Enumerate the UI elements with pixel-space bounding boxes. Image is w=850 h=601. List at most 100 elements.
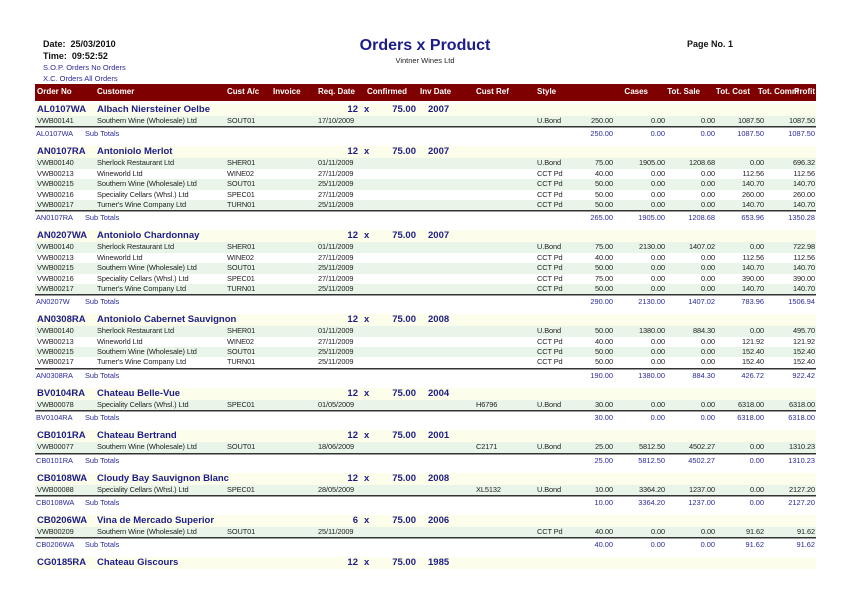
customer-account: SPEC01 bbox=[227, 189, 255, 199]
tot-sale: 1905.00 bbox=[638, 158, 665, 168]
order-no: VWB00216 bbox=[37, 189, 74, 199]
tot-cost: 0.00 bbox=[701, 399, 715, 409]
product-code: CG0185RA bbox=[37, 557, 87, 569]
order-line-row: VWB00213 Wineworld Ltd WINE02 27/11/2009 CCT… bbox=[35, 337, 816, 347]
customer-account: SPEC01 bbox=[227, 484, 255, 494]
subtotal-label: Sub Totals bbox=[85, 455, 120, 465]
profit: 112.56 bbox=[793, 252, 816, 262]
column-header-customer: Customer bbox=[97, 87, 135, 96]
order-no: VWB00209 bbox=[37, 527, 74, 537]
subtotal-tot-cost: 0.00 bbox=[700, 413, 715, 423]
subtotal-row: CB0206WA Sub Totals 40.00 0.00 0.00 91.62 91.6… bbox=[35, 537, 816, 550]
tot-comm: 112.56 bbox=[742, 168, 765, 178]
tot-comm: 152.40 bbox=[741, 357, 764, 367]
profit: 121.92 bbox=[792, 336, 815, 346]
product-name: Antoniolo Chardonnay bbox=[97, 230, 200, 242]
pack-x: x bbox=[364, 387, 370, 399]
tot-comm: 140.70 bbox=[741, 283, 764, 293]
customer-account: SOUT01 bbox=[227, 179, 256, 189]
order-line-row: VWB00213 Wineworld Ltd WINE02 27/11/2009 CCT… bbox=[35, 169, 816, 179]
subtotal-tot-sale: 0.00 bbox=[650, 413, 665, 423]
column-header-invoice: Invoice bbox=[273, 87, 301, 96]
profit: 2127.20 bbox=[788, 484, 815, 494]
req-date: 25/11/2009 bbox=[318, 527, 354, 537]
profit: 140.70 bbox=[792, 263, 815, 273]
style: U.Bond bbox=[537, 442, 562, 452]
vintage: 2006 bbox=[428, 515, 450, 527]
bottle-size: 75.00 bbox=[392, 557, 416, 569]
cases: 50.00 bbox=[595, 179, 613, 189]
product-group-header: AN0107RA Antoniolo Merlot 12 x 75.00 2007 bbox=[35, 146, 816, 159]
tot-comm: 390.00 bbox=[741, 273, 764, 283]
group-spacer bbox=[35, 423, 816, 430]
customer-account: SOUT01 bbox=[227, 527, 256, 537]
tot-sale: 0.00 bbox=[651, 336, 665, 346]
subtotal-cases: 265.00 bbox=[590, 213, 613, 223]
vintage: 2007 bbox=[428, 146, 450, 158]
group-spacer bbox=[35, 139, 816, 146]
company-name: Vintner Wines Ltd bbox=[395, 56, 455, 65]
customer-name: Southern Wine (Wholesale) Ltd bbox=[97, 442, 197, 452]
pack-qty: 12 bbox=[347, 314, 358, 326]
req-date: 27/11/2009 bbox=[318, 168, 354, 178]
style: CCT Pd bbox=[537, 336, 563, 346]
tot-cost: 0.00 bbox=[701, 116, 715, 125]
style: CCT Pd bbox=[537, 199, 563, 209]
customer-account: SOUT01 bbox=[227, 442, 256, 452]
product-group-header: AN0308RA Antoniolo Cabernet Sauvignon 12 x 7… bbox=[35, 314, 816, 327]
order-line-row: VWB00140 Sherlock Restaurant Ltd SHER01 01/… bbox=[35, 242, 816, 253]
customer-name: Wineworld Ltd bbox=[97, 168, 143, 178]
subtotal-code: BV0104RA bbox=[36, 413, 73, 423]
bottle-size: 75.00 bbox=[392, 104, 416, 115]
tot-sale: 0.00 bbox=[651, 168, 665, 178]
tot-cost: 0.00 bbox=[701, 357, 715, 367]
tot-sale: 0.00 bbox=[651, 263, 665, 273]
subtotal-code: AN0308RA bbox=[36, 370, 73, 380]
subtotal-tot-comm: 1087.50 bbox=[737, 129, 764, 139]
profit: 1310.23 bbox=[788, 442, 815, 452]
order-line-row: VWB00140 Sherlock Restaurant Ltd SHER01 01/… bbox=[35, 158, 816, 169]
order-no: VWB00213 bbox=[37, 336, 74, 346]
pack-x: x bbox=[364, 430, 370, 442]
subtotal-tot-sale: 3364.20 bbox=[638, 498, 665, 508]
style: U.Bond bbox=[537, 326, 562, 336]
order-line-row: VWB00217 Turner's Wine Company Ltd TURN01 2… bbox=[35, 357, 816, 367]
subtotal-tot-cost: 0.00 bbox=[700, 129, 715, 139]
cust-ref: C2171 bbox=[476, 442, 498, 452]
order-no: VWB00141 bbox=[37, 116, 74, 125]
req-date: 01/11/2009 bbox=[318, 326, 354, 336]
profit: 152.40 bbox=[792, 357, 815, 367]
order-line-row: VWB00140 Sherlock Restaurant Ltd SHER01 01/… bbox=[35, 326, 816, 337]
customer-name: Speciality Cellars (Whsl.) Ltd bbox=[97, 189, 189, 199]
product-name: Chateau Belle-Vue bbox=[97, 387, 181, 399]
column-header-tot-comm: Tot. Comm bbox=[757, 87, 799, 96]
bottle-size: 75.00 bbox=[392, 515, 416, 527]
cases: 50.00 bbox=[595, 357, 613, 367]
tot-sale: 1380.00 bbox=[638, 326, 665, 336]
column-header-style: Style bbox=[537, 87, 557, 96]
customer-name: Sherlock Restaurant Ltd bbox=[97, 326, 174, 336]
column-header-confirmed: Confirmed bbox=[367, 87, 407, 96]
order-line-row: VWB00216 Speciality Cellars (Whsl.) Ltd SP… bbox=[35, 274, 816, 284]
subtotal-label: Sub Totals bbox=[85, 413, 120, 423]
customer-name: Turner's Wine Company Ltd bbox=[97, 199, 187, 209]
tot-cost: 0.00 bbox=[701, 252, 715, 262]
subtotal-profit: 1506.94 bbox=[788, 297, 815, 307]
req-date: 27/11/2009 bbox=[318, 273, 354, 283]
tot-sale: 0.00 bbox=[651, 527, 665, 537]
order-line-row: VWB00217 Turner's Wine Company Ltd TURN01 2… bbox=[35, 199, 816, 211]
req-date: 25/11/2009 bbox=[318, 263, 354, 273]
product-code: AN0308RA bbox=[37, 314, 86, 326]
customer-account: WINE02 bbox=[227, 252, 254, 262]
order-no: VWB00215 bbox=[37, 347, 74, 357]
subtotal-profit: 1087.50 bbox=[788, 129, 815, 139]
profit: 1087.50 bbox=[788, 116, 815, 125]
customer-account: SOUT01 bbox=[227, 116, 256, 125]
subtotal-row: AN0207W Sub Totals 290.00 2130.00 1407.02 783… bbox=[35, 294, 816, 307]
style: CCT Pd bbox=[537, 527, 563, 537]
customer-account: WINE02 bbox=[227, 168, 254, 178]
tot-cost: 0.00 bbox=[701, 283, 715, 293]
column-header-bar: Order No Customer Cust A/c Invoice Req. Date… bbox=[35, 84, 816, 101]
tot-comm: 0.00 bbox=[750, 242, 764, 252]
column-header-req-date: Req. Date bbox=[318, 87, 355, 96]
